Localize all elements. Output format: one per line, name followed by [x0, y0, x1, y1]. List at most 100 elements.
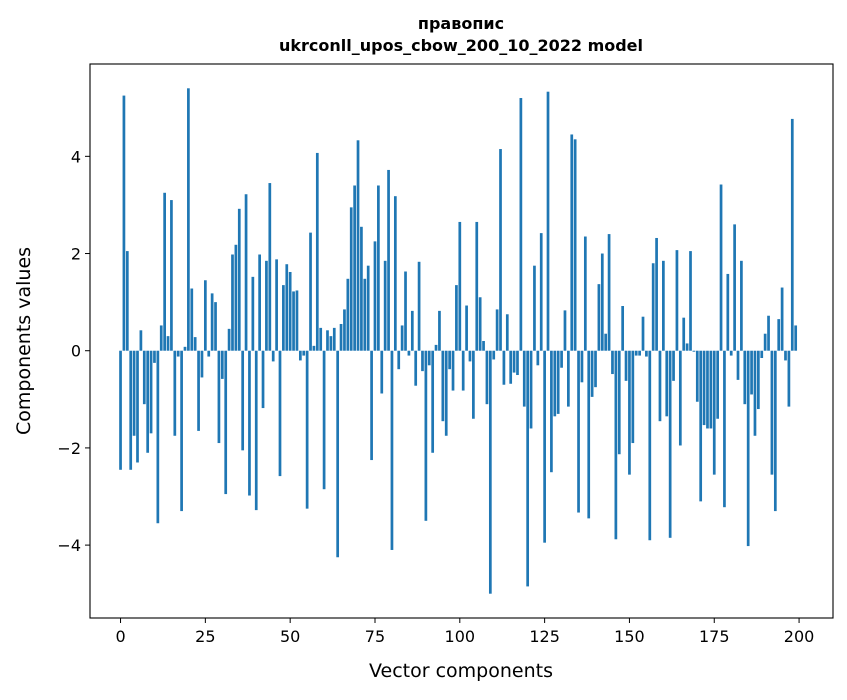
bar	[770, 350, 774, 475]
bar	[427, 350, 431, 366]
bar	[651, 263, 655, 351]
bar	[146, 350, 150, 453]
bar	[176, 350, 180, 357]
bar	[672, 350, 675, 381]
bar	[587, 350, 591, 519]
bar	[438, 310, 441, 351]
bar	[577, 350, 580, 513]
bar	[560, 350, 563, 368]
bar	[458, 221, 462, 351]
bar	[237, 208, 241, 351]
y-tick-label: 4	[71, 147, 81, 166]
bar	[407, 350, 411, 356]
bar	[736, 350, 740, 380]
bar	[322, 350, 326, 490]
bar	[583, 236, 587, 351]
bar	[366, 265, 370, 351]
bar	[268, 183, 272, 351]
y-tick-label: 2	[71, 245, 81, 264]
x-tick-label: 100	[445, 627, 476, 646]
bar	[156, 350, 160, 524]
bar	[302, 350, 306, 356]
bar	[550, 350, 553, 473]
bar	[387, 169, 390, 351]
bar	[740, 260, 743, 351]
bar	[434, 344, 438, 351]
bar	[397, 350, 401, 370]
y-axis-ticks: −4 −2 0 2 4	[57, 147, 90, 555]
bar	[655, 237, 658, 351]
bar	[512, 350, 516, 373]
bar	[312, 345, 316, 351]
bar	[794, 325, 798, 351]
bar	[563, 310, 567, 351]
bars-group	[119, 88, 798, 594]
bar	[315, 152, 319, 351]
bar	[780, 287, 784, 351]
x-tick-label: 125	[529, 627, 560, 646]
bar	[166, 336, 170, 351]
bar	[332, 327, 336, 351]
bar	[129, 350, 133, 470]
bar	[516, 350, 519, 376]
bar	[200, 350, 204, 378]
bar	[505, 314, 509, 351]
bar	[648, 350, 652, 541]
bar	[258, 254, 261, 351]
bar	[604, 333, 608, 351]
bar	[777, 319, 781, 351]
bar	[536, 350, 540, 366]
bar	[533, 265, 536, 351]
bar	[543, 350, 546, 543]
bar	[492, 350, 496, 360]
bar	[570, 134, 574, 351]
bar	[373, 241, 377, 351]
bar	[607, 234, 611, 351]
bar	[638, 350, 641, 356]
bar	[597, 284, 601, 351]
bar	[465, 305, 468, 351]
bar	[665, 350, 669, 417]
bar	[119, 350, 122, 470]
bar	[634, 350, 638, 356]
bar	[729, 350, 733, 356]
bar	[546, 91, 550, 351]
bar	[448, 350, 451, 370]
bar	[600, 253, 604, 351]
bar	[709, 350, 713, 429]
bar	[203, 280, 207, 351]
bar	[763, 333, 767, 351]
bar	[522, 350, 526, 407]
bar	[757, 350, 760, 410]
bar	[285, 264, 289, 351]
bar	[784, 350, 787, 361]
bar	[393, 196, 397, 351]
bar	[298, 350, 302, 361]
bar	[248, 350, 251, 496]
bar	[383, 260, 387, 351]
bar	[271, 350, 275, 362]
bar	[339, 323, 343, 351]
bar	[750, 350, 753, 395]
bar	[265, 260, 268, 351]
bar	[594, 350, 597, 388]
bar	[336, 350, 340, 558]
x-tick-label: 150	[614, 627, 645, 646]
bar	[645, 350, 648, 357]
bar	[356, 140, 360, 351]
x-tick-label: 200	[784, 627, 815, 646]
bar	[241, 350, 245, 451]
bar	[621, 306, 625, 351]
bar	[441, 350, 445, 422]
bar	[159, 325, 163, 351]
bar	[716, 350, 720, 419]
bar	[187, 88, 190, 351]
bar	[509, 350, 513, 384]
bar	[309, 232, 312, 351]
bar	[753, 350, 757, 436]
bar	[451, 350, 455, 391]
bar	[377, 185, 380, 351]
bar	[773, 350, 777, 512]
x-tick-label: 75	[365, 627, 385, 646]
bar	[400, 325, 404, 351]
